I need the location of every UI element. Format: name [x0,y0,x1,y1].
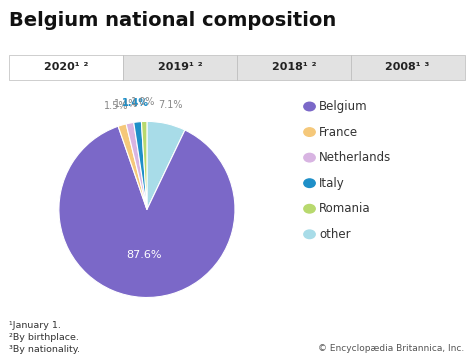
Text: Romania: Romania [319,202,371,215]
Text: 2020¹ ²: 2020¹ ² [44,62,89,72]
Wedge shape [141,121,147,209]
Wedge shape [147,121,185,209]
Text: 2008¹ ³: 2008¹ ³ [385,62,430,72]
Text: 7.1%: 7.1% [158,100,183,110]
Text: France: France [319,126,358,138]
Text: ³By nationality.: ³By nationality. [9,345,81,354]
Text: 1.4%: 1.4% [114,99,138,109]
Text: © Encyclopædia Britannica, Inc.: © Encyclopædia Britannica, Inc. [318,344,465,354]
Text: Netherlands: Netherlands [319,151,391,164]
Wedge shape [59,126,235,297]
Text: Italy: Italy [319,177,345,190]
Text: Belgium national composition: Belgium national composition [9,11,337,30]
Text: Belgium: Belgium [319,100,368,113]
Text: 1.4%: 1.4% [122,98,149,108]
Text: 2018¹ ²: 2018¹ ² [272,62,316,72]
Wedge shape [118,124,147,209]
Text: 87.6%: 87.6% [127,250,162,260]
Text: ¹January 1.: ¹January 1. [9,321,61,330]
Text: other: other [319,228,351,241]
Text: 1.5%: 1.5% [104,102,129,111]
Text: 1.0%: 1.0% [131,97,156,107]
Wedge shape [134,121,147,209]
Text: ²By birthplace.: ²By birthplace. [9,333,79,342]
Wedge shape [126,122,147,209]
Text: 2019¹ ²: 2019¹ ² [158,62,202,72]
